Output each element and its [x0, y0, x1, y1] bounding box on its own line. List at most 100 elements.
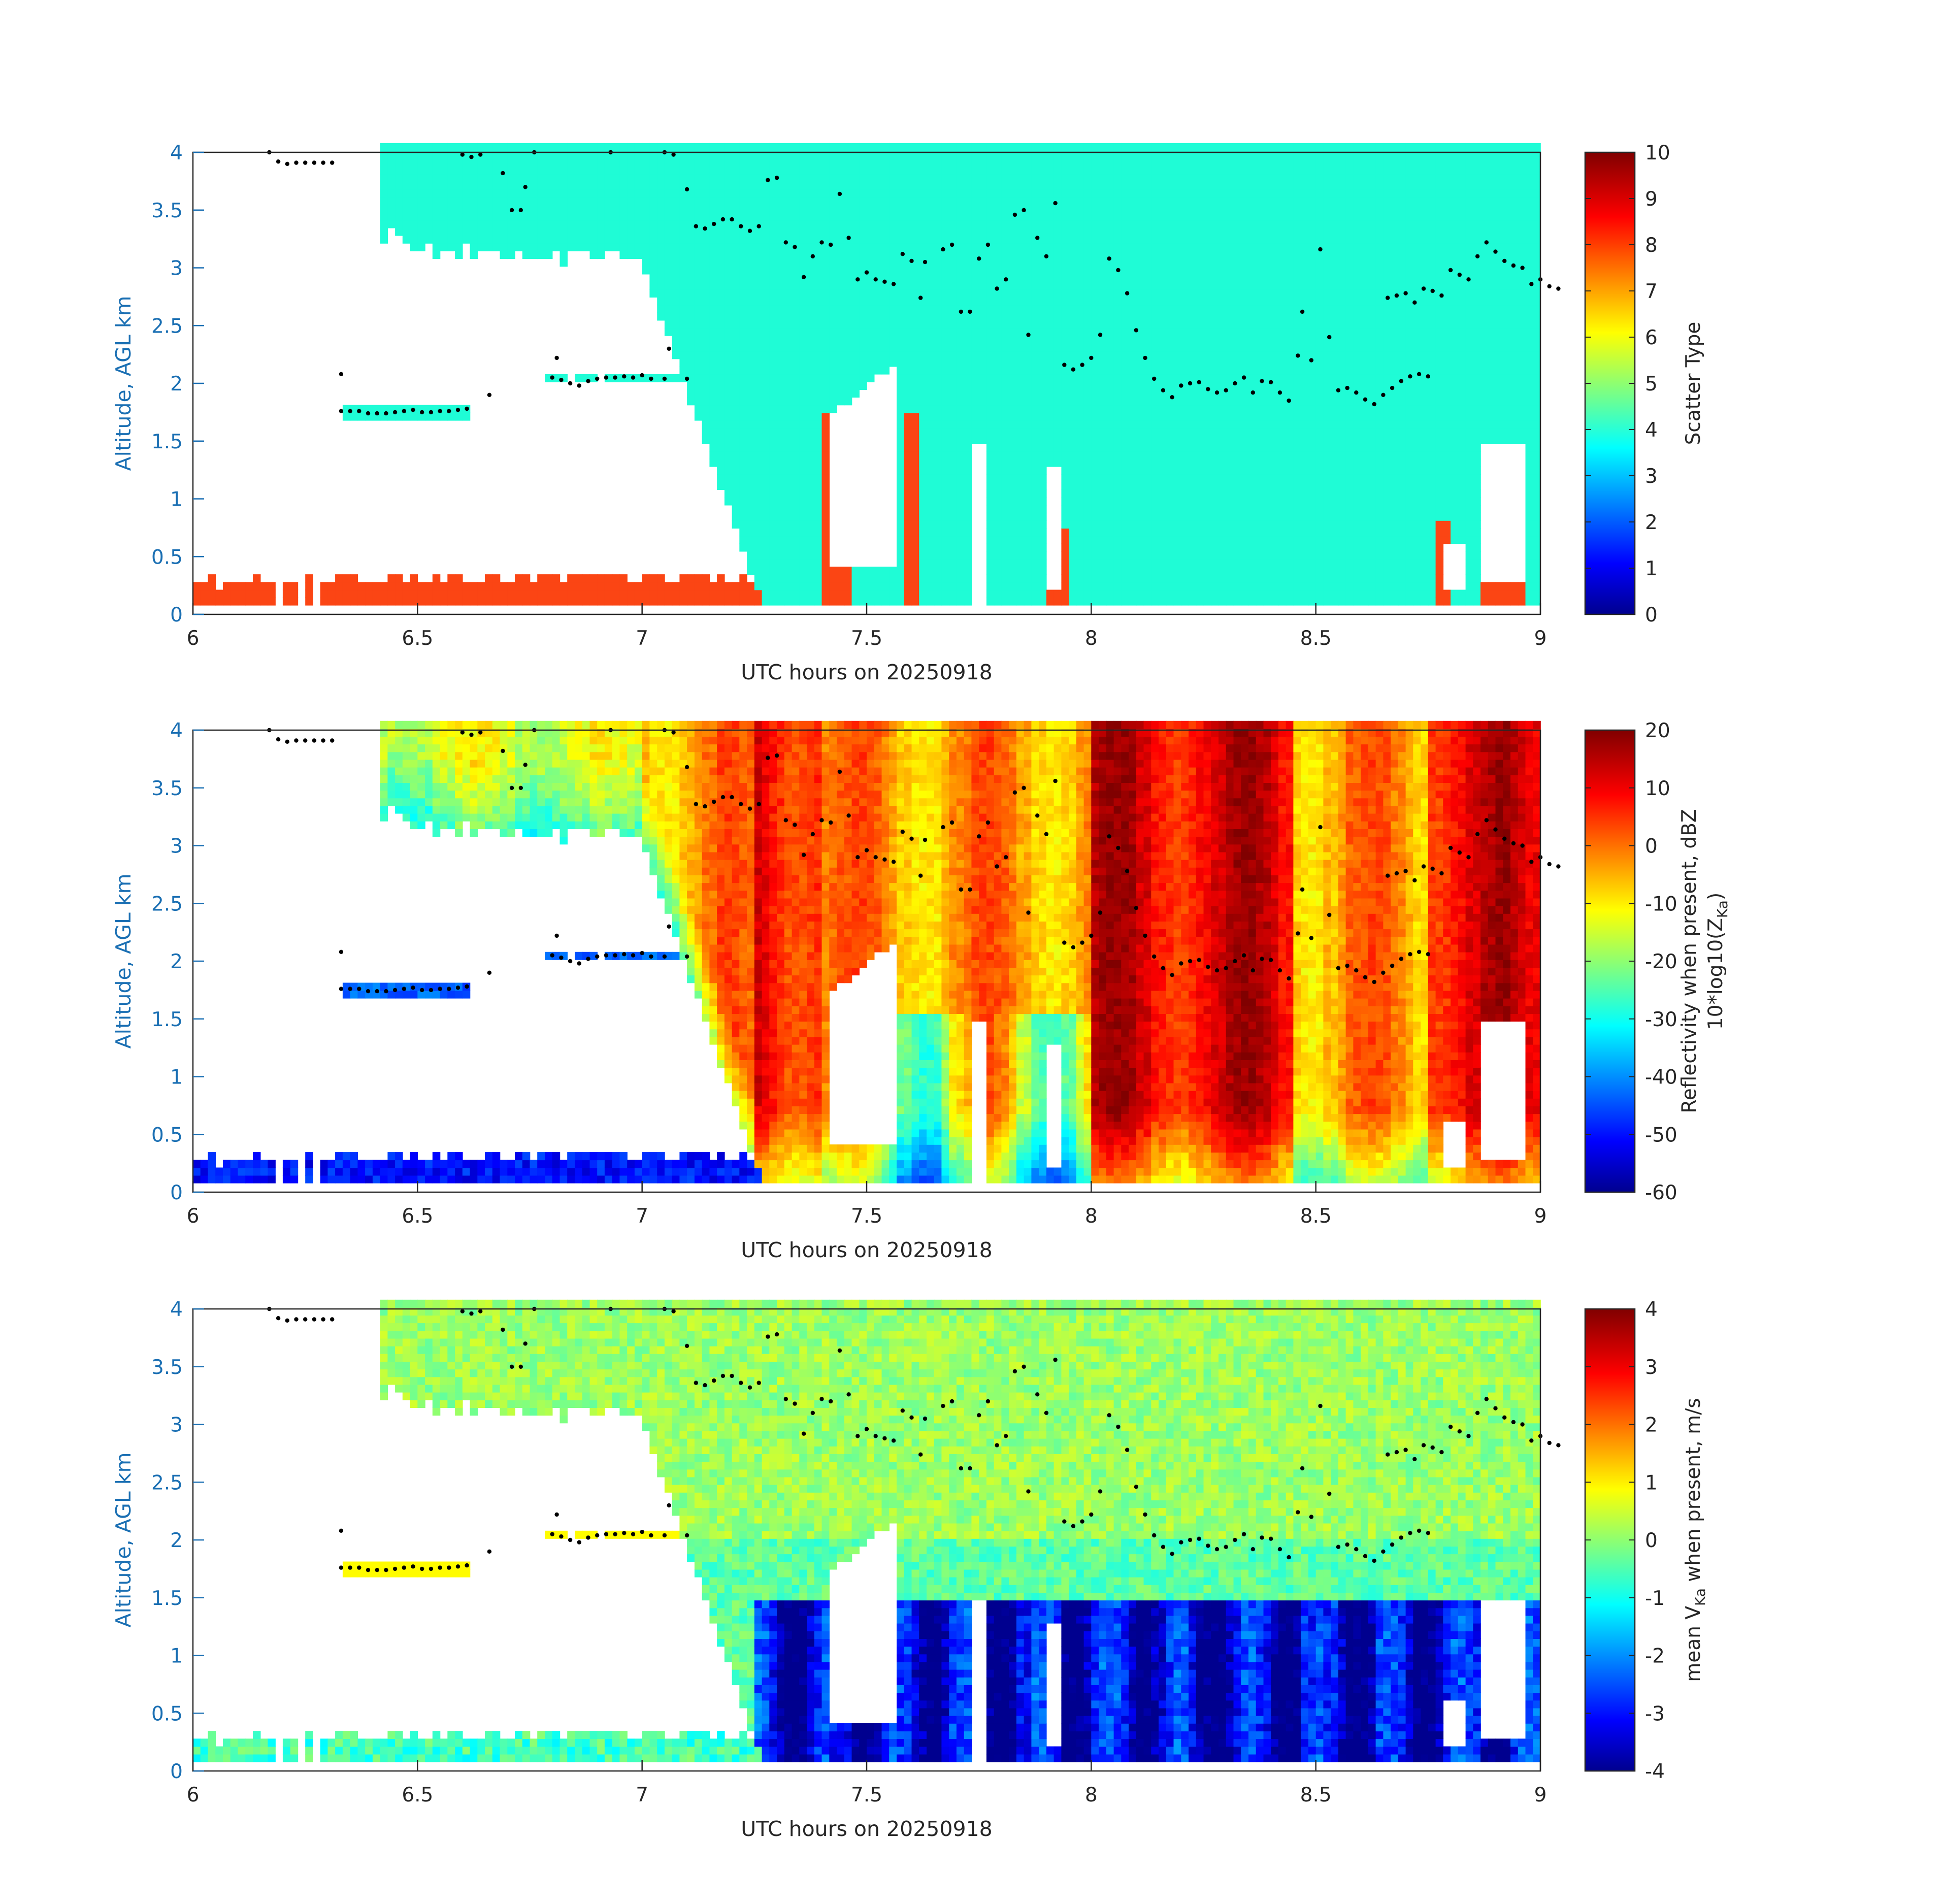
cloud-top-dot: [1242, 1532, 1246, 1536]
y-tick-label: 2.5: [151, 893, 183, 915]
x-tick-label: 6: [187, 1784, 200, 1807]
cloud-top-dot: [613, 375, 617, 379]
cloud-top-dot: [321, 738, 325, 742]
colorbar-tick-label: 8: [1645, 234, 1658, 257]
cloud-top-dot: [1300, 1466, 1304, 1470]
cloud-top-dot: [420, 1567, 424, 1571]
cloud-top-dot: [1417, 950, 1421, 954]
cloud-top-dot: [1188, 1538, 1192, 1542]
cloud-top-dot: [918, 296, 923, 300]
cloud-top-dot: [1004, 855, 1008, 859]
cloud-top-dot: [1372, 1559, 1376, 1563]
cloud-top-dot: [1062, 940, 1066, 944]
cloud-top-dot: [977, 834, 981, 838]
colorbar-3: [1585, 1309, 1635, 1771]
y-tick-label: 2: [170, 1529, 183, 1552]
cloud-top-dot: [1372, 402, 1376, 406]
y-axis-ticks-2: 00.511.522.533.54: [151, 719, 204, 1204]
colorbar-tick-label: 0: [1645, 604, 1658, 627]
cloud-top-dot: [941, 1404, 945, 1408]
cloud-top-dot: [285, 1319, 289, 1323]
cloud-top-dot: [1071, 368, 1075, 372]
cloud-top-dot: [384, 411, 388, 415]
cloud-top-dot: [1390, 386, 1394, 390]
cloud-top-dot: [1408, 952, 1412, 956]
colorbar-label-3-post: when present, m/s: [1682, 1398, 1705, 1588]
cloud-top-dot: [384, 1568, 388, 1572]
colorbar-label-2b-sub: Ka: [1714, 900, 1731, 918]
y-tick-label: 3.5: [151, 200, 183, 222]
cloud-top-dot: [1287, 1555, 1291, 1559]
x-axis-ticks-3: 6 6.5 7 7.5 8 8.5 9: [187, 1760, 1547, 1807]
cloud-top-dot: [465, 1563, 469, 1567]
cloud-top-dot: [1466, 277, 1470, 281]
cloud-top-dot: [438, 987, 442, 991]
cloud-top-dot: [568, 959, 572, 963]
y-axis-ticks-3: 00.511.522.533.54: [151, 1298, 204, 1783]
cloud-top-dot: [685, 955, 689, 959]
cloud-top-dot: [303, 1317, 307, 1321]
colorbar-tick-label: 1: [1645, 557, 1658, 580]
cloud-top-dot: [1071, 1524, 1075, 1528]
cloud-top-dot: [1363, 398, 1367, 402]
cloud-top-dot: [469, 733, 473, 737]
cloud-top-dot: [995, 1443, 999, 1447]
cloud-top-dot: [357, 409, 361, 413]
cloud-top-dot: [631, 953, 635, 957]
colorbar-tick-label: 2: [1645, 511, 1658, 534]
cloud-top-dot: [721, 1374, 725, 1378]
cloud-top-dot: [1044, 832, 1048, 836]
cloud-top-dot: [865, 1427, 869, 1431]
cloud-top-dot: [802, 853, 806, 857]
cloud-top-dot: [1071, 945, 1075, 949]
cloud-top-dot: [1431, 867, 1435, 871]
cloud-top-dot: [819, 1397, 824, 1401]
cloud-top-dot: [855, 277, 860, 281]
x-tick-label: 6: [187, 627, 200, 650]
y-tick-label: 3.5: [151, 777, 183, 800]
cloud-top-dot: [1170, 1552, 1174, 1556]
cloud-top-dot: [811, 254, 815, 258]
cloud-top-dot: [1107, 1413, 1111, 1417]
cloud-top-dot: [375, 411, 379, 415]
cloud-top-dot: [447, 987, 451, 991]
cloud-top-dot: [429, 988, 433, 992]
cloud-top-dot: [1529, 860, 1533, 864]
cloud-top-dot: [819, 240, 824, 244]
cloud-top-dot: [1502, 1416, 1506, 1420]
cloud-top-dot: [838, 770, 842, 774]
cloud-top-dot: [1089, 356, 1093, 360]
cloud-top-dot: [712, 222, 716, 226]
cloud-top-dot: [1296, 931, 1300, 935]
cloud-top-dot: [793, 245, 797, 249]
y-tick-label: 3: [170, 835, 183, 858]
cloud-top-dot: [1044, 254, 1048, 258]
cloud-top-dot: [1013, 213, 1017, 217]
cloud-top-dot: [775, 753, 779, 758]
cloud-top-dot: [1161, 966, 1165, 970]
cloud-top-dot: [959, 1466, 963, 1470]
cloud-top-dot: [1161, 1545, 1165, 1549]
cloud-top-dot: [1449, 1425, 1453, 1429]
cloud-top-dot: [1408, 374, 1412, 378]
cloud-top-dot: [923, 260, 927, 264]
x-tick-label: 7.5: [851, 1205, 882, 1228]
cloud-top-dot: [1475, 1411, 1479, 1415]
colorbar-tick-label: 10: [1645, 777, 1670, 800]
cloud-top-dot: [456, 408, 460, 412]
cloud-top-dot: [595, 1533, 599, 1537]
cloud-top-dot: [604, 1532, 608, 1536]
heatmap-reflectivity: [193, 721, 1541, 1184]
x-axis-label-2: UTC hours on 20250918: [741, 1238, 992, 1262]
cloud-top-dot: [1386, 296, 1390, 300]
cloud-top-dot: [438, 1565, 442, 1569]
cloud-top-dot: [1035, 236, 1039, 240]
cloud-top-dot: [1390, 1542, 1394, 1547]
cloud-top-dot: [1125, 291, 1129, 295]
cloud-top-dot: [1242, 953, 1246, 957]
cloud-top-dot: [757, 802, 761, 806]
cloud-top-dot: [1493, 1406, 1497, 1410]
cloud-top-dot: [685, 187, 689, 191]
cloud-top-dot: [285, 162, 289, 166]
cloud-top-dot: [429, 410, 433, 414]
